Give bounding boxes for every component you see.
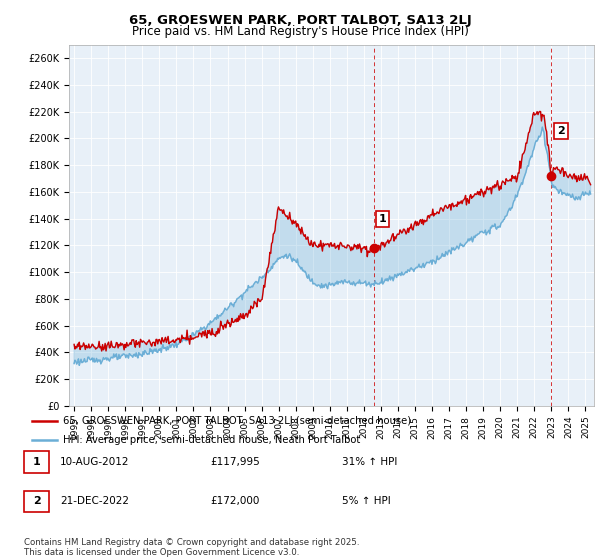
Text: 10-AUG-2012: 10-AUG-2012 [60,457,130,467]
Text: 1: 1 [379,214,386,224]
Text: £172,000: £172,000 [210,496,259,506]
Text: 2: 2 [33,496,40,506]
Text: 65, GROESWEN PARK, PORT TALBOT, SA13 2LJ: 65, GROESWEN PARK, PORT TALBOT, SA13 2LJ [128,14,472,27]
Text: 1: 1 [33,457,40,467]
Text: 21-DEC-2022: 21-DEC-2022 [60,496,129,506]
Text: HPI: Average price, semi-detached house, Neath Port Talbot: HPI: Average price, semi-detached house,… [62,435,360,445]
Text: Price paid vs. HM Land Registry's House Price Index (HPI): Price paid vs. HM Land Registry's House … [131,25,469,38]
Text: 65, GROESWEN PARK, PORT TALBOT, SA13 2LJ (semi-detached house): 65, GROESWEN PARK, PORT TALBOT, SA13 2LJ… [62,417,411,426]
Text: 2: 2 [557,126,565,136]
Text: 31% ↑ HPI: 31% ↑ HPI [342,457,397,467]
Text: Contains HM Land Registry data © Crown copyright and database right 2025.
This d: Contains HM Land Registry data © Crown c… [24,538,359,557]
Text: 5% ↑ HPI: 5% ↑ HPI [342,496,391,506]
Text: £117,995: £117,995 [210,457,260,467]
